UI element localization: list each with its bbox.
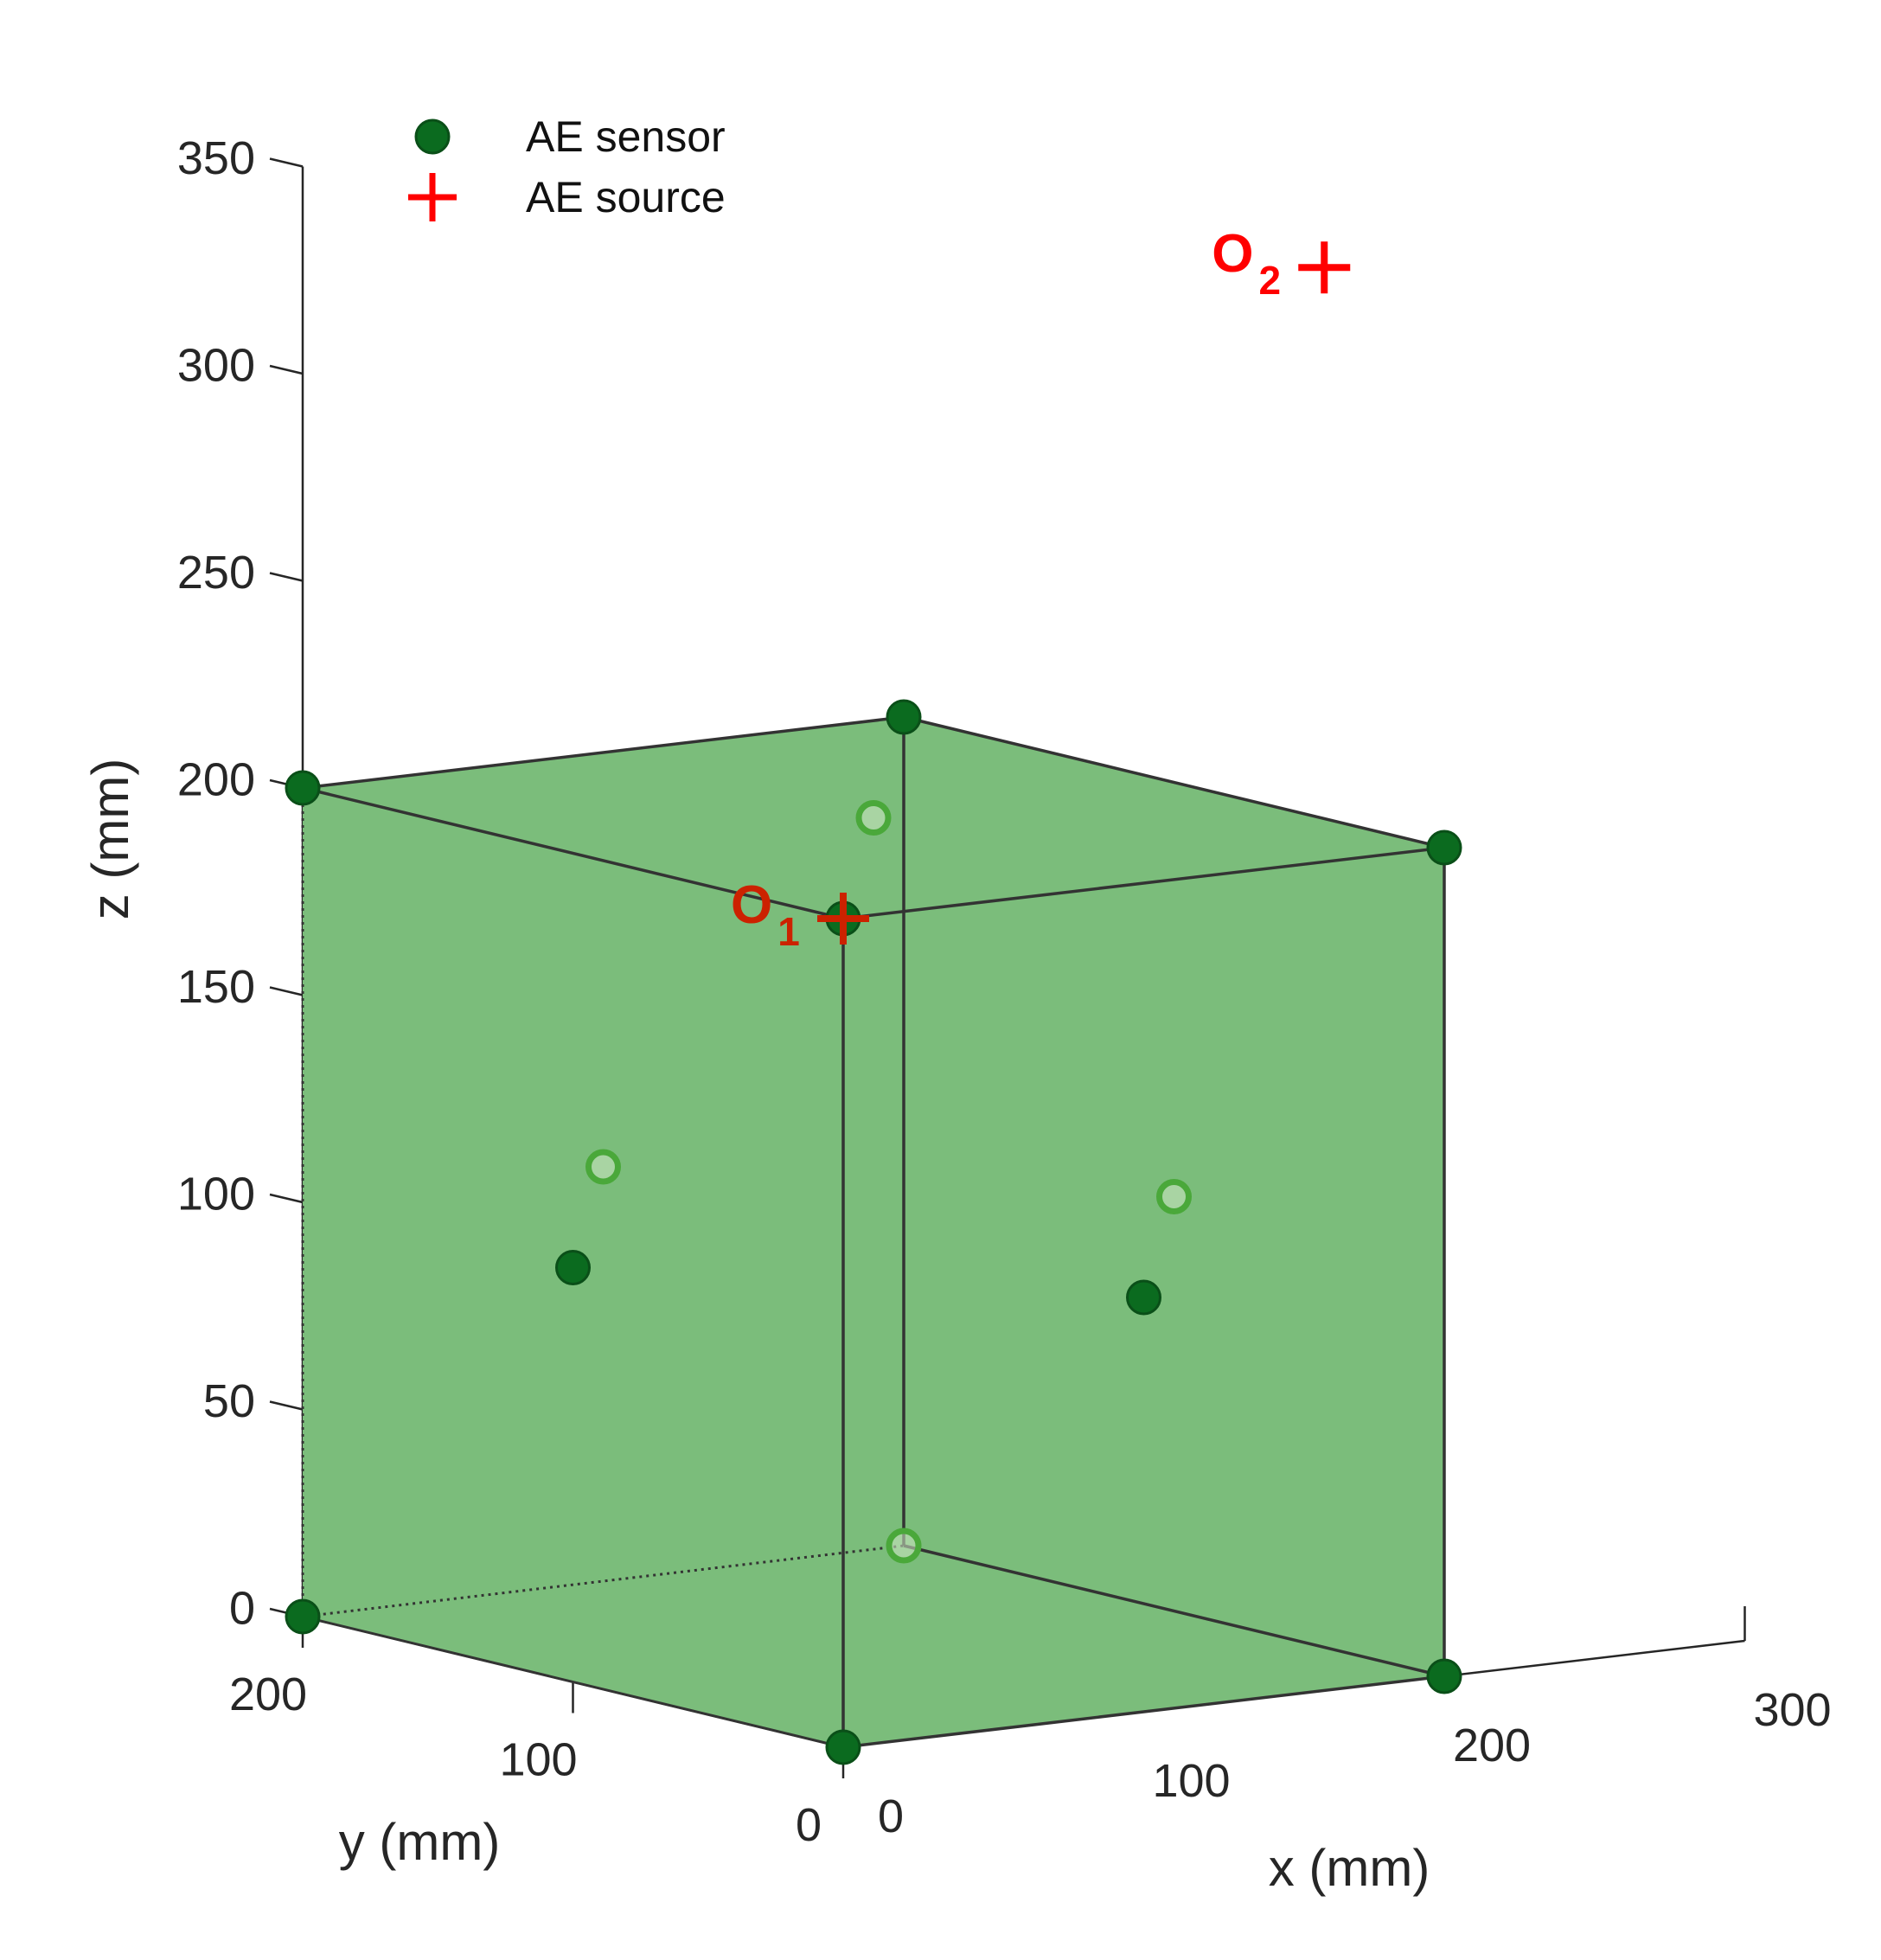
cube-edge — [302, 786, 844, 920]
ae-sensor-marker-hidden — [886, 1528, 922, 1564]
z-tick-mark — [269, 364, 304, 375]
cube-edge — [903, 715, 1445, 849]
legend: AE sensor AE source — [408, 112, 726, 221]
ae-source-label-main: O — [731, 875, 772, 935]
z-tick-label: 300 — [177, 339, 255, 391]
ae-sensor-marker — [1426, 829, 1462, 866]
ae-sensor-marker-hidden — [585, 1149, 621, 1185]
markers — [285, 241, 1462, 1765]
ae-sensor-marker-hidden — [1156, 1179, 1192, 1214]
ae-source-label-main: O — [1212, 224, 1253, 284]
ae-sensor-marker — [285, 1598, 321, 1635]
legend-marker-sensor — [414, 118, 451, 155]
ae-source-label-subscript: 1 — [777, 909, 800, 954]
ae-sensor-marker — [886, 699, 922, 735]
z-tick-label: 100 — [177, 1168, 255, 1220]
ae-source-label-subscript: 2 — [1258, 258, 1281, 303]
y-tick-label: 100 — [499, 1734, 577, 1786]
z-tick-label: 350 — [177, 132, 255, 184]
z-tick-mark — [269, 1193, 304, 1204]
legend-label-sensor: AE sensor — [526, 112, 726, 161]
cube-edge — [842, 846, 1445, 920]
z-axis-label: z (mm) — [81, 759, 139, 920]
ae-sensor-marker — [555, 1250, 591, 1285]
ae-sensor-marker — [1126, 1279, 1161, 1316]
cube-face-bottom — [303, 1546, 1444, 1747]
specimen-cube — [301, 715, 1446, 1749]
ae-sensor-marker-hidden — [855, 800, 892, 836]
cube-edge — [903, 1544, 1445, 1678]
z-tick-mark — [269, 1400, 304, 1411]
axes: 0 50 100 150 200 250 300 350 0 100 200 0 100 200 300 z … — [81, 132, 1832, 1897]
x-axis-label: x (mm) — [1269, 1839, 1430, 1897]
ae-sensor-marker — [285, 770, 321, 806]
z-tick-label: 150 — [177, 961, 255, 1013]
ae-sensor-marker — [1426, 1658, 1462, 1694]
cube-edge — [302, 715, 905, 790]
x-tick-label: 200 — [1453, 1720, 1531, 1771]
z-tick-label: 0 — [229, 1582, 255, 1634]
z-tick-mark — [269, 157, 304, 168]
z-tick-label: 200 — [177, 753, 255, 805]
x-tick-label: 0 — [878, 1790, 904, 1842]
labels: O 1O 2 — [731, 224, 1281, 954]
x-tick-label: 100 — [1152, 1755, 1230, 1807]
legend-label-source: AE source — [526, 173, 726, 221]
y-axis-label: y (mm) — [339, 1813, 501, 1871]
y-tick-label: 0 — [796, 1799, 822, 1851]
z-tick-mark — [269, 572, 304, 582]
x-tick-label: 300 — [1753, 1684, 1831, 1736]
y-tick-label: 200 — [229, 1669, 307, 1720]
z-tick-mark — [269, 986, 304, 996]
z-tick-label: 50 — [203, 1375, 255, 1427]
cube-edge — [302, 1615, 844, 1749]
cube-edge — [842, 1675, 1445, 1749]
z-tick-label: 250 — [177, 547, 255, 599]
ae-sensor-marker — [825, 1729, 861, 1765]
